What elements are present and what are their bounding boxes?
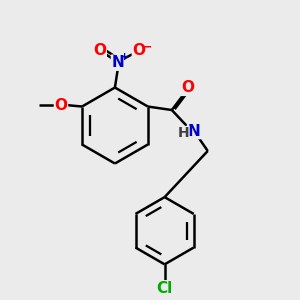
Text: N: N: [188, 124, 200, 139]
Text: O: O: [55, 98, 68, 112]
Text: Cl: Cl: [157, 281, 173, 296]
Text: N: N: [112, 55, 124, 70]
Text: O: O: [181, 80, 194, 95]
Text: O: O: [132, 43, 146, 58]
Text: +: +: [120, 52, 129, 62]
Text: −: −: [142, 40, 152, 53]
Text: H: H: [178, 126, 189, 140]
Text: O: O: [93, 43, 106, 58]
